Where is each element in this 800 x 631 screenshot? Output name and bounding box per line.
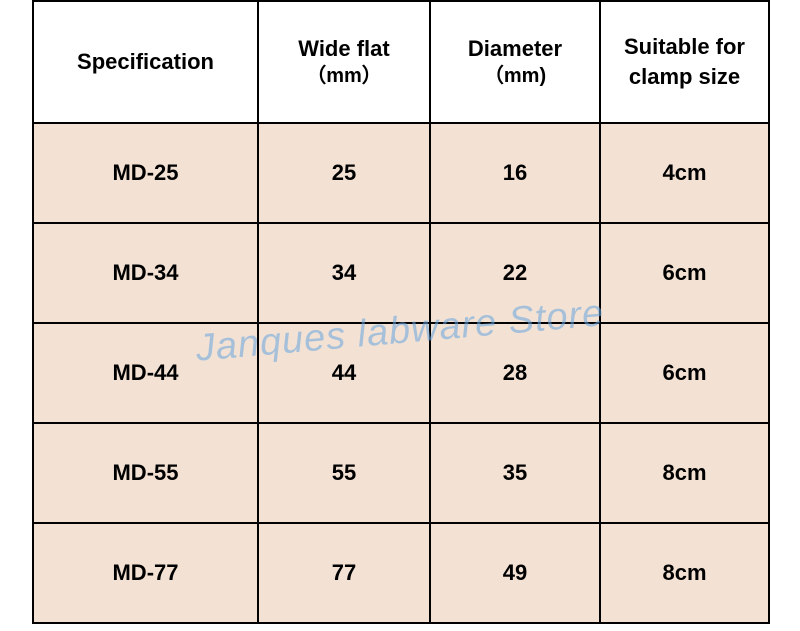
cell-clamp: 8cm <box>600 423 769 523</box>
cell-diameter: 22 <box>430 223 600 323</box>
cell-spec: MD-77 <box>33 523 258 623</box>
col-header-clamp-size: Suitable for clamp size <box>600 1 769 123</box>
cell-diameter: 16 <box>430 123 600 223</box>
table-row: MD-34 34 22 6cm <box>33 223 769 323</box>
col-label: Specification <box>77 49 214 74</box>
col-label: Wide flat <box>298 36 389 61</box>
cell-diameter: 28 <box>430 323 600 423</box>
spec-table-container: Specification Wide flat （mm） Diameter （m… <box>32 0 768 624</box>
cell-wide: 55 <box>258 423 430 523</box>
col-label: Suitable for clamp size <box>624 34 745 89</box>
cell-spec: MD-34 <box>33 223 258 323</box>
cell-spec: MD-25 <box>33 123 258 223</box>
col-label: Diameter <box>468 36 562 61</box>
col-header-diameter: Diameter （mm) <box>430 1 600 123</box>
table-row: MD-44 44 28 6cm <box>33 323 769 423</box>
table-body: MD-25 25 16 4cm MD-34 34 22 6cm MD-44 44… <box>33 123 769 623</box>
col-unit: （mm) <box>439 63 591 90</box>
table-header-row: Specification Wide flat （mm） Diameter （m… <box>33 1 769 123</box>
cell-wide: 77 <box>258 523 430 623</box>
cell-diameter: 49 <box>430 523 600 623</box>
col-unit: （mm） <box>267 63 421 90</box>
cell-clamp: 4cm <box>600 123 769 223</box>
cell-clamp: 6cm <box>600 223 769 323</box>
cell-clamp: 6cm <box>600 323 769 423</box>
cell-wide: 44 <box>258 323 430 423</box>
cell-wide: 34 <box>258 223 430 323</box>
cell-spec: MD-55 <box>33 423 258 523</box>
cell-wide: 25 <box>258 123 430 223</box>
cell-diameter: 35 <box>430 423 600 523</box>
spec-table: Specification Wide flat （mm） Diameter （m… <box>32 0 770 624</box>
col-header-wide-flat: Wide flat （mm） <box>258 1 430 123</box>
table-row: MD-55 55 35 8cm <box>33 423 769 523</box>
cell-spec: MD-44 <box>33 323 258 423</box>
cell-clamp: 8cm <box>600 523 769 623</box>
col-header-specification: Specification <box>33 1 258 123</box>
table-row: MD-77 77 49 8cm <box>33 523 769 623</box>
table-row: MD-25 25 16 4cm <box>33 123 769 223</box>
